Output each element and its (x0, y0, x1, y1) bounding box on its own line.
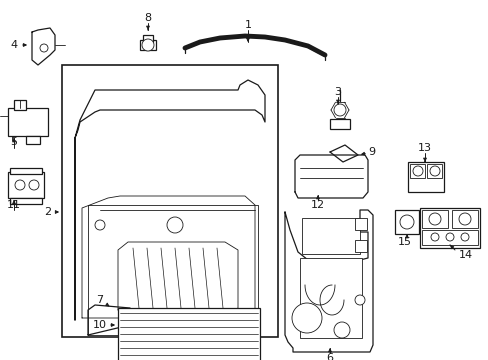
Bar (329, 119, 349, 129)
Bar (140, 40, 156, 50)
Bar (354, 240, 366, 252)
Circle shape (458, 213, 470, 225)
Circle shape (430, 233, 438, 241)
Bar (302, 218, 359, 254)
Circle shape (445, 233, 453, 241)
Bar (8, 172, 44, 198)
Bar (419, 208, 479, 248)
Circle shape (354, 295, 364, 305)
Bar (14, 100, 26, 110)
Bar (409, 164, 424, 178)
Circle shape (95, 220, 105, 230)
Bar (426, 164, 441, 178)
Bar (354, 218, 366, 230)
Text: 13: 13 (417, 143, 431, 153)
Bar (62, 65, 278, 337)
Bar (421, 230, 477, 245)
Circle shape (460, 233, 468, 241)
Text: 5: 5 (10, 137, 18, 147)
Bar (299, 258, 361, 338)
Bar (421, 210, 447, 228)
Circle shape (428, 213, 440, 225)
Text: 4: 4 (10, 40, 18, 50)
Circle shape (167, 217, 183, 233)
Bar (10, 168, 42, 174)
Bar (118, 308, 260, 360)
Circle shape (333, 322, 349, 338)
Text: 7: 7 (96, 295, 103, 305)
Text: 12: 12 (310, 200, 325, 210)
Circle shape (291, 303, 321, 333)
Bar (26, 136, 40, 144)
Bar (407, 162, 443, 192)
Text: 11: 11 (7, 200, 21, 210)
Circle shape (142, 39, 154, 51)
Circle shape (412, 166, 422, 176)
Circle shape (333, 104, 346, 116)
Text: 15: 15 (397, 237, 411, 247)
Circle shape (40, 44, 48, 52)
Bar (394, 210, 418, 234)
Text: 9: 9 (367, 147, 375, 157)
Text: 10: 10 (93, 320, 107, 330)
Bar (8, 108, 48, 136)
Circle shape (15, 180, 25, 190)
Bar (10, 198, 42, 204)
Text: 3: 3 (334, 87, 341, 97)
Text: 14: 14 (458, 250, 472, 260)
Text: 1: 1 (244, 20, 251, 30)
Circle shape (429, 166, 439, 176)
Circle shape (399, 215, 413, 229)
Bar (142, 35, 153, 42)
Circle shape (29, 180, 39, 190)
Text: 2: 2 (44, 207, 51, 217)
Text: 6: 6 (326, 353, 333, 360)
Bar (451, 210, 477, 228)
Text: 8: 8 (144, 13, 151, 23)
